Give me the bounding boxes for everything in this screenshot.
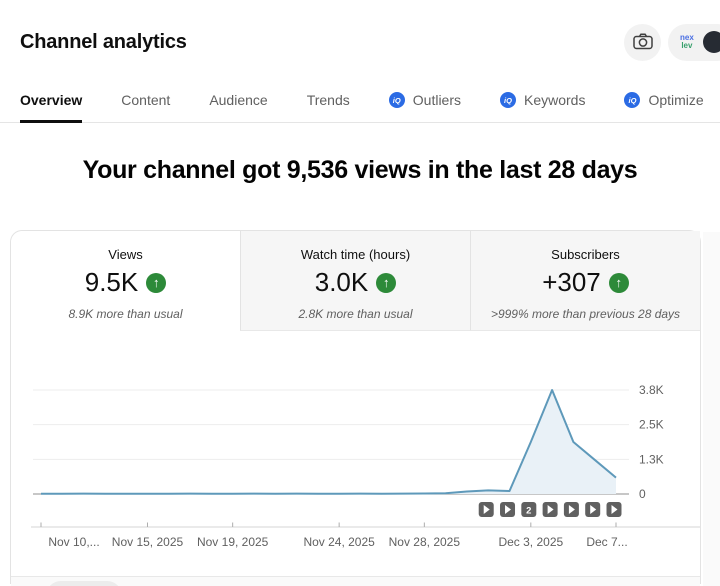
svg-text:Dec 7...: Dec 7...: [586, 535, 627, 549]
top-actions: nex lev: [624, 23, 720, 61]
subscribers-value: +307: [542, 267, 601, 297]
nexlev-logo-icon: nex lev: [680, 33, 694, 50]
svg-text:Nov 24, 2025: Nov 24, 2025: [303, 535, 375, 549]
metric-card-subscribers[interactable]: Subscribers +307 ↑ >999% more than previ…: [470, 231, 700, 331]
svg-text:0: 0: [639, 487, 646, 501]
svg-text:2.5K: 2.5K: [639, 418, 664, 432]
svg-text:Dec 3, 2025: Dec 3, 2025: [498, 535, 563, 549]
subscribers-subtext: >999% more than previous 28 days: [490, 307, 681, 321]
page-background-strip: [703, 232, 720, 586]
tab-audience[interactable]: Audience: [209, 82, 267, 123]
vidiq-icon: iQ: [624, 92, 641, 108]
analytics-chart-svg: 3.8K 2.5K 1.3K 0 Nov 10,... Nov 15, 2025 Nov 1…: [31, 383, 700, 549]
trend-up-icon: ↑: [146, 272, 167, 293]
camera-button[interactable]: [624, 23, 661, 61]
metric-card-watch-time[interactable]: Watch time (hours) 3.0K ↑ 2.8K more than…: [240, 231, 470, 331]
watch-time-subtext: 2.8K more than usual: [298, 307, 413, 321]
tab-content[interactable]: Content: [121, 82, 170, 123]
svg-text:2: 2: [526, 506, 531, 517]
see-more-button[interactable]: [46, 581, 122, 586]
views-subtext: 8.9K more than usual: [68, 307, 183, 321]
svg-text:3.8K: 3.8K: [639, 383, 664, 397]
analytics-tab-bar: Overview Content Audience Trends iQ Outl…: [0, 82, 720, 123]
svg-text:Nov 15, 2025: Nov 15, 2025: [112, 535, 184, 549]
svg-text:Nov 19, 2025: Nov 19, 2025: [197, 535, 269, 549]
trend-up-icon: ↑: [376, 272, 397, 293]
card-footer: [11, 576, 700, 586]
tab-outliers[interactable]: iQ Outliers: [388, 82, 461, 123]
watch-time-value: 3.0K: [314, 267, 369, 297]
tab-keywords[interactable]: iQ Keywords: [500, 82, 585, 123]
svg-text:1.3K: 1.3K: [639, 452, 664, 466]
tab-overview[interactable]: Overview: [20, 82, 83, 123]
vidiq-icon: iQ: [388, 92, 405, 108]
analytics-card: Views 9.5K ↑ 8.9K more than usual Watch …: [10, 230, 701, 586]
page-title: Channel analytics: [20, 30, 187, 53]
metric-strip: Views 9.5K ↑ 8.9K more than usual Watch …: [11, 231, 700, 331]
extension-pill-button[interactable]: nex lev: [668, 23, 720, 61]
tab-trends[interactable]: Trends: [307, 82, 350, 123]
svg-text:Nov 28, 2025: Nov 28, 2025: [389, 535, 461, 549]
views-trend-chart[interactable]: 3.8K 2.5K 1.3K 0 Nov 10,... Nov 15, 2025 Nov 1…: [11, 331, 700, 576]
vidiq-icon: iQ: [500, 92, 516, 108]
summary-headline: Your channel got 9,536 views in the last…: [82, 156, 638, 184]
svg-text:Nov 10,...: Nov 10,...: [48, 535, 99, 549]
trend-up-icon: ↑: [608, 272, 629, 293]
views-value: 9.5K: [84, 267, 139, 297]
analytics-header: Channel analytics nex lev: [0, 0, 720, 62]
metric-card-views[interactable]: Views 9.5K ↑ 8.9K more than usual: [11, 231, 240, 331]
tab-optimize[interactable]: iQ Optimize: [624, 82, 704, 123]
avatar[interactable]: [702, 31, 720, 53]
camera-icon: [632, 32, 653, 53]
